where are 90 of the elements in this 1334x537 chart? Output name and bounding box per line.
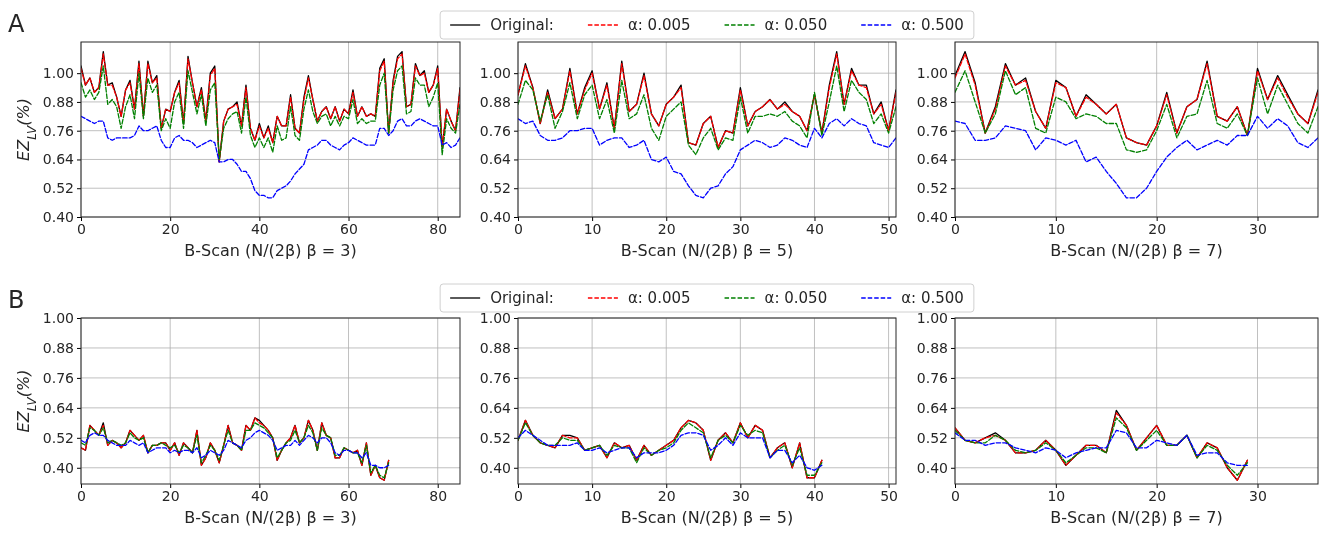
x-axis-title: B-Scan (N/(2β) β = 3)	[184, 508, 357, 527]
y-tick-label: 0.76	[479, 122, 512, 139]
y-tick-label: 0.52	[479, 429, 511, 446]
x-tick-label: 40	[806, 487, 824, 504]
line-series	[955, 429, 1249, 466]
x-tick-label: 80	[429, 220, 448, 237]
x-tick-label: 0	[951, 220, 960, 237]
x-tick-label: 30	[1249, 487, 1267, 504]
x-tick-label: 20	[1148, 220, 1167, 237]
y-tick-label: 0.40	[916, 208, 948, 225]
x-tick-label: 0	[514, 487, 523, 504]
y-tick-label: 1.00	[42, 65, 74, 82]
legend-label: Original:	[490, 16, 554, 34]
y-tick-label: 0.64	[42, 399, 75, 416]
x-tick-label: 0	[77, 220, 86, 237]
y-tick-label: 0.76	[916, 122, 949, 139]
x-tick-label: 40	[250, 487, 269, 504]
y-tick-label: 0.52	[916, 180, 948, 197]
y-tick-label: 0.52	[42, 429, 74, 446]
x-tick-label: 0	[77, 487, 86, 504]
x-tick-label: 40	[250, 220, 269, 237]
line-series	[955, 115, 1318, 199]
y-tick-label: 0.64	[479, 399, 512, 416]
legend-label: α: 0.005	[627, 16, 691, 34]
x-tick-label: 10	[1047, 220, 1066, 237]
y-tick-label: 0.64	[42, 151, 75, 168]
line-series	[518, 429, 823, 471]
line-series	[518, 65, 896, 156]
y-tick-label: 0.40	[916, 459, 948, 476]
line-series	[81, 115, 460, 199]
text: A	[8, 10, 25, 38]
y-tick-label: 0.88	[42, 339, 74, 356]
x-tick-label: 20	[657, 220, 676, 237]
x-tick-label: 80	[429, 487, 448, 504]
line-series	[81, 429, 390, 469]
text: B	[8, 286, 25, 314]
y-tick-label: 0.40	[479, 208, 511, 225]
x-tick-label: 0	[514, 220, 523, 237]
line-series	[518, 118, 896, 199]
y-tick-label: 0.76	[479, 369, 512, 386]
x-axis-title: B-Scan (N/(2β) β = 7)	[1050, 508, 1223, 527]
line-series	[955, 70, 1318, 153]
x-tick-label: 60	[340, 487, 358, 504]
legend-label: α: 0.005	[627, 289, 691, 307]
y-tick-label: 1.00	[916, 309, 948, 326]
x-axis-title: B-Scan (N/(2β) β = 5)	[620, 508, 794, 527]
legend-label: α: 0.500	[901, 16, 964, 34]
y-tick-label: 1.00	[916, 65, 948, 82]
x-tick-label: 20	[161, 487, 180, 504]
x-tick-label: 20	[657, 487, 676, 504]
x-axis-title: B-Scan (N/(2β) β = 3)	[184, 241, 357, 260]
x-tick-label: 0	[951, 487, 960, 504]
x-tick-label: 20	[161, 220, 180, 237]
y-tick-label: 0.64	[479, 151, 512, 168]
y-tick-label: 0.52	[479, 180, 511, 197]
x-tick-label: 20	[1148, 487, 1167, 504]
x-tick-label: 30	[731, 220, 750, 237]
x-tick-label: 10	[583, 487, 602, 504]
y-tick-label: 0.88	[916, 339, 948, 356]
x-tick-label: 60	[340, 220, 358, 237]
y-tick-label: 0.52	[42, 180, 74, 197]
y-tick-label: 0.88	[42, 93, 74, 110]
y-tick-label: 0.40	[42, 208, 74, 225]
y-tick-label: 0.40	[479, 459, 511, 476]
x-axis-title: B-Scan (N/(2β) β = 7)	[1050, 241, 1223, 260]
y-tick-label: 1.00	[479, 309, 511, 326]
x-tick-label: 10	[1047, 487, 1066, 504]
y-tick-label: 0.40	[42, 459, 74, 476]
y-tick-label: 0.88	[916, 93, 948, 110]
legend-label: α: 0.050	[764, 16, 828, 34]
legend-label: α: 0.050	[764, 289, 828, 307]
y-tick-label: 0.64	[916, 399, 949, 416]
x-tick-label: 10	[583, 220, 602, 237]
y-tick-label: 0.88	[479, 93, 511, 110]
y-tick-label: 0.88	[479, 339, 511, 356]
y-tick-label: 0.76	[42, 122, 75, 139]
y-tick-label: 0.64	[916, 151, 949, 168]
legend-label: α: 0.500	[901, 289, 964, 307]
legend-label: Original:	[490, 289, 554, 307]
y-tick-label: 0.52	[916, 429, 948, 446]
y-tick-label: 1.00	[42, 309, 74, 326]
x-tick-label: 40	[806, 220, 824, 237]
x-tick-label: 50	[880, 487, 898, 504]
x-axis-title: B-Scan (N/(2β) β = 5)	[620, 241, 794, 260]
y-tick-label: 0.76	[42, 369, 75, 386]
x-tick-label: 30	[731, 487, 750, 504]
x-tick-label: 30	[1249, 220, 1267, 237]
y-tick-label: 0.76	[916, 369, 949, 386]
x-tick-label: 50	[880, 220, 898, 237]
y-tick-label: 1.00	[479, 65, 511, 82]
